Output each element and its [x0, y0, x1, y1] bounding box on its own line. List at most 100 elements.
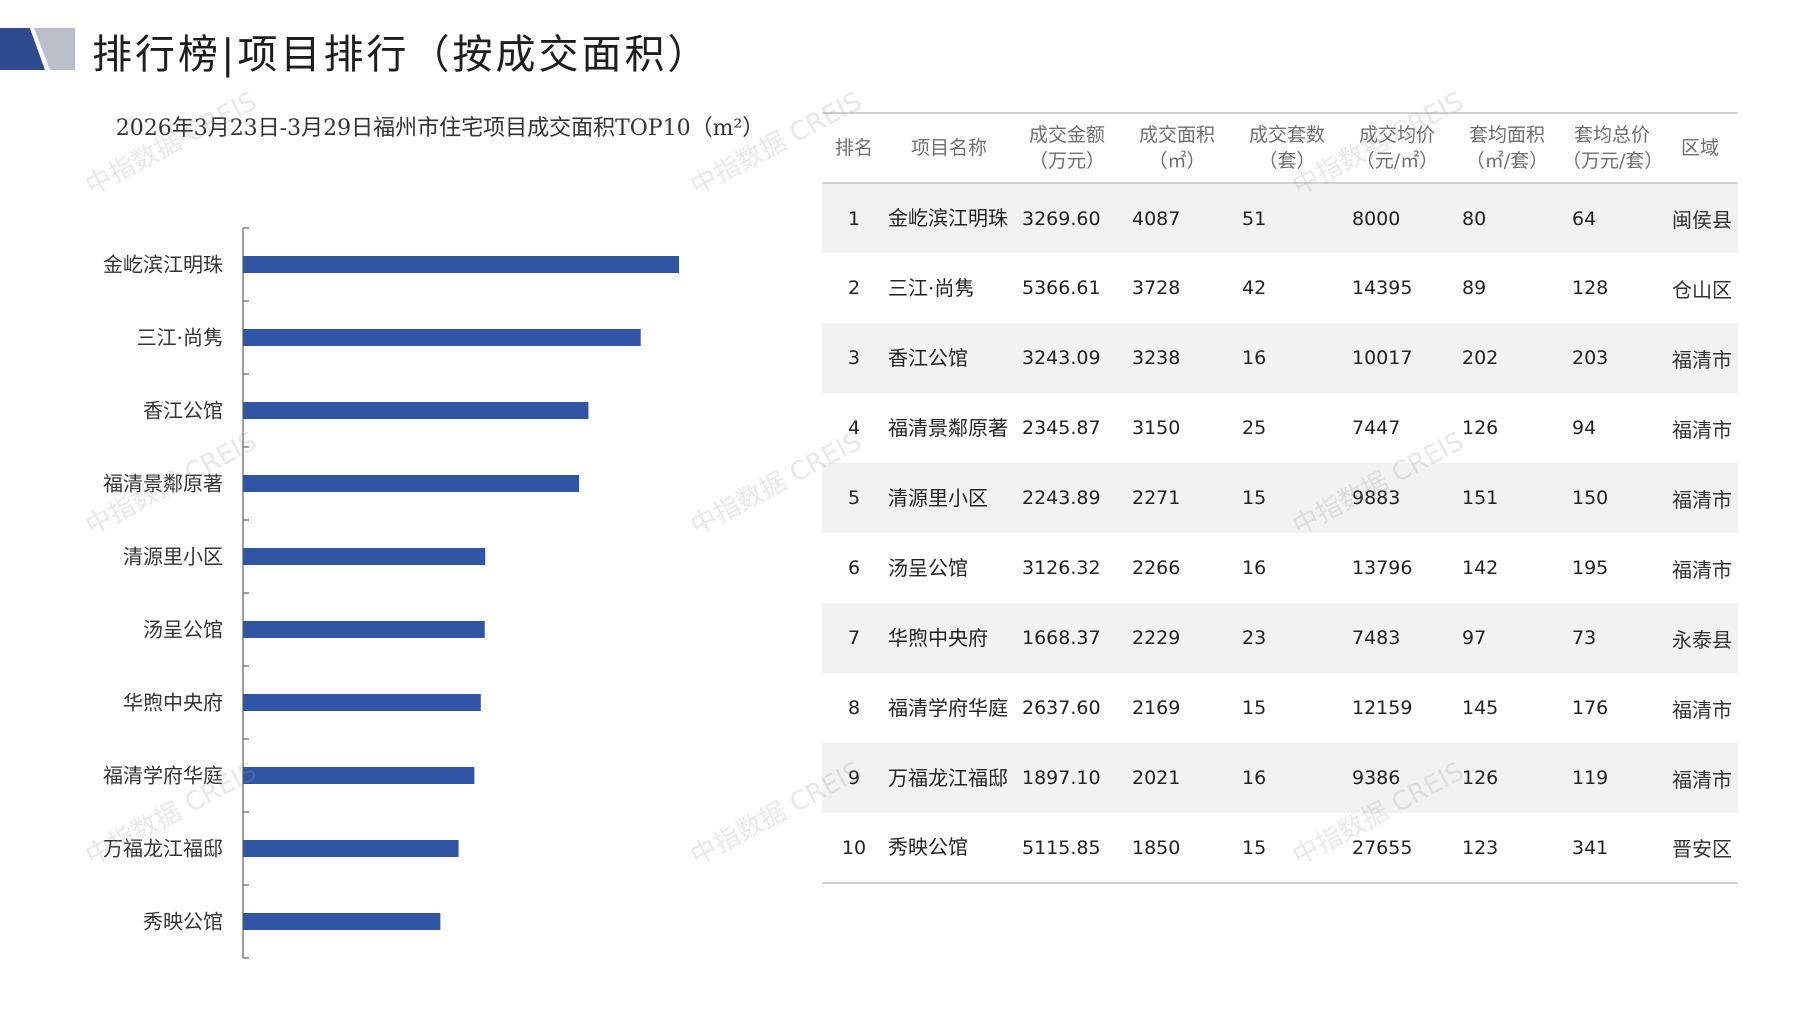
category-label: 福清学府华庭	[103, 764, 223, 788]
column-header: 套均面积 （㎡/套）	[1465, 124, 1549, 172]
value-cell: 80	[1462, 207, 1487, 230]
value-cell: 7483	[1352, 627, 1401, 649]
project-name-cell: 清源里小区	[888, 485, 988, 510]
value-cell: 14395	[1352, 277, 1413, 299]
chart-title: 2026年3月23日-3月29日福州市住宅项目成交面积TOP10（m²）	[115, 116, 765, 141]
value-cell: 195	[1572, 557, 1609, 579]
value-cell: 1897.10	[1022, 767, 1101, 789]
district-cell: 晋安区	[1672, 837, 1732, 861]
value-cell: 176	[1572, 697, 1609, 719]
bar-6	[243, 621, 485, 638]
value-cell: 145	[1462, 697, 1499, 719]
value-cell: 2229	[1132, 627, 1181, 649]
district-cell: 福清市	[1672, 347, 1732, 372]
rank-cell: 9	[847, 767, 861, 789]
value-cell: 2271	[1132, 487, 1181, 509]
project-name-cell: 万福龙江福邸	[888, 765, 1008, 790]
column-header: 套均总价 （万元/套）	[1562, 124, 1664, 172]
value-cell: 2637.60	[1022, 697, 1101, 719]
value-cell: 3238	[1132, 347, 1181, 369]
category-label: 万福龙江福邸	[103, 837, 223, 861]
value-cell: 97	[1462, 627, 1487, 649]
bar-2	[243, 329, 641, 346]
category-label: 秀映公馆	[143, 910, 223, 934]
value-cell: 5366.61	[1022, 277, 1101, 299]
value-cell: 15	[1242, 836, 1267, 859]
value-cell: 51	[1242, 207, 1267, 230]
value-cell: 2021	[1132, 767, 1181, 789]
rank-cell: 8	[847, 697, 861, 719]
value-cell: 128	[1572, 277, 1609, 299]
value-cell: 142	[1462, 557, 1499, 579]
bar-1	[243, 256, 679, 273]
column-header: 成交面积 （㎡）	[1138, 124, 1215, 172]
project-name-cell: 汤呈公馆	[888, 555, 968, 580]
table-row: 9 万福龙江福邸 1897.10 2021 16 9386 126 119 福清市	[822, 743, 1738, 813]
value-cell: 150	[1572, 487, 1609, 509]
rank-cell: 2	[847, 277, 861, 299]
value-cell: 3728	[1132, 277, 1181, 299]
bar-3	[243, 402, 589, 419]
rank-cell: 3	[847, 347, 861, 369]
category-label: 金屹滨江明珠	[103, 253, 223, 277]
category-label: 香江公馆	[143, 399, 223, 423]
value-cell: 9386	[1352, 767, 1401, 789]
bar-9	[243, 840, 459, 857]
column-header: 成交套数 （套）	[1248, 124, 1325, 172]
brand-logo	[0, 28, 75, 70]
value-cell: 94	[1572, 417, 1597, 439]
ranking-table: 排名 项目名称 成交金额 （万元） 成交面积 （㎡） 成交套数 （套） 成交均价 （元/㎡） 套均面…	[822, 112, 1738, 884]
rank-cell: 6	[847, 557, 861, 579]
value-cell: 13796	[1352, 557, 1413, 579]
rank-cell: 7	[847, 627, 861, 649]
district-cell: 福清市	[1672, 487, 1732, 512]
project-name-cell: 福清学府华庭	[888, 695, 1008, 720]
project-name-cell: 金屹滨江明珠	[888, 206, 1008, 230]
district-cell: 福清市	[1672, 767, 1732, 792]
project-name-cell: 三江·尚隽	[888, 275, 975, 300]
value-cell: 15	[1242, 697, 1267, 719]
district-cell: 福清市	[1672, 697, 1732, 722]
value-cell: 3150	[1132, 417, 1181, 439]
value-cell: 64	[1572, 207, 1597, 230]
value-cell: 16	[1242, 347, 1267, 369]
table-row: 7 华煦中央府 1668.37 2229 23 7483 97 73 永泰县	[822, 603, 1738, 673]
table-row: 4 福清景鄰原著 2345.87 3150 25 7447 126 94 福清市	[822, 393, 1738, 463]
page-title: 排行榜|项目排行（按成交面积）	[92, 32, 711, 78]
bar-chart: 金屹滨江明珠三江·尚隽香江公馆福清景鄰原著清源里小区汤呈公馆华煦中央府福清学府华…	[103, 227, 679, 959]
value-cell: 10017	[1352, 347, 1413, 369]
district-cell: 闽侯县	[1672, 208, 1732, 232]
project-name-cell: 秀映公馆	[888, 835, 968, 859]
column-header: 排名	[834, 137, 873, 159]
column-header: 成交金额 （万元）	[1028, 124, 1105, 172]
value-cell: 42	[1242, 277, 1267, 299]
value-cell: 1850	[1132, 836, 1181, 859]
table-row: 8 福清学府华庭 2637.60 2169 15 12159 145 176 福清市	[822, 673, 1738, 743]
table-row: 2 三江·尚隽 5366.61 3728 42 14395 89 128 仓山区	[822, 253, 1738, 323]
value-cell: 3243.09	[1022, 347, 1101, 369]
column-header: 项目名称	[910, 137, 987, 159]
bar-10	[243, 913, 441, 930]
value-cell: 2243.89	[1022, 487, 1101, 509]
value-cell: 27655	[1352, 836, 1413, 859]
table-row: 10 秀映公馆 5115.85 1850 15 27655 123 341 晋安区	[822, 813, 1738, 883]
value-cell: 123	[1462, 836, 1499, 859]
value-cell: 202	[1462, 347, 1499, 369]
value-cell: 8000	[1352, 207, 1401, 230]
value-cell: 3126.32	[1022, 557, 1101, 579]
value-cell: 203	[1572, 347, 1609, 369]
value-cell: 126	[1462, 417, 1499, 439]
rank-cell: 1	[847, 207, 861, 230]
table-row: 5 清源里小区 2243.89 2271 15 9883 151 150 福清市	[822, 463, 1738, 533]
value-cell: 73	[1572, 627, 1597, 649]
district-cell: 福清市	[1672, 557, 1732, 582]
value-cell: 16	[1242, 767, 1267, 789]
value-cell: 12159	[1352, 697, 1413, 719]
value-cell: 15	[1242, 487, 1267, 509]
value-cell: 9883	[1352, 487, 1401, 509]
value-cell: 1668.37	[1022, 627, 1101, 649]
table-body: 1 金屹滨江明珠 3269.60 4087 51 8000 80 64 闽侯县 2 三江·尚隽 536…	[822, 183, 1738, 883]
project-name-cell: 香江公馆	[888, 345, 968, 370]
rank-cell: 10	[841, 836, 867, 859]
value-cell: 119	[1572, 767, 1609, 789]
